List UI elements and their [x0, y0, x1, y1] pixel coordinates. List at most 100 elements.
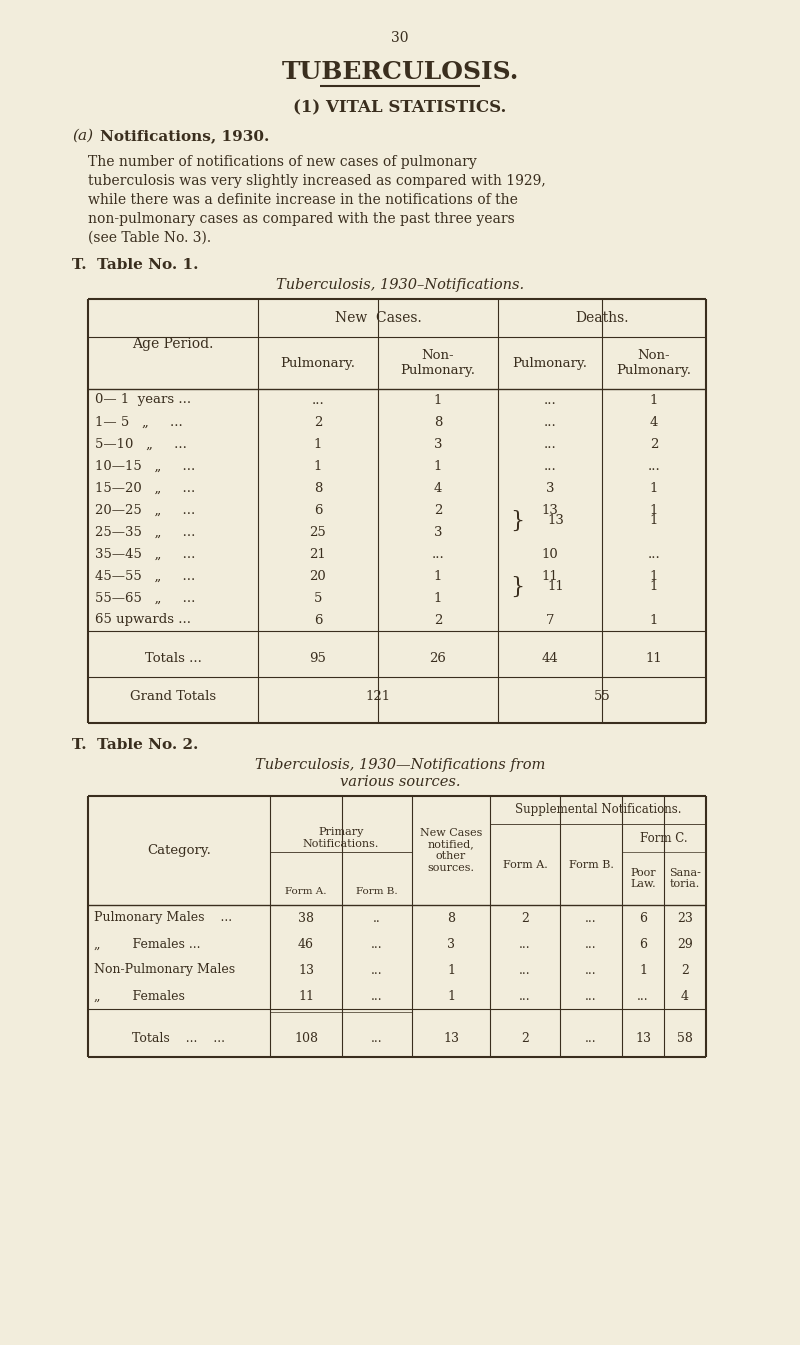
Text: T.  Table No. 1.: T. Table No. 1.: [72, 258, 198, 272]
Text: Grand Totals: Grand Totals: [130, 690, 216, 702]
Text: 8: 8: [314, 482, 322, 495]
Text: while there was a definite increase in the notifications of the: while there was a definite increase in t…: [88, 192, 518, 207]
Text: 3: 3: [434, 526, 442, 538]
Text: Tuberculosis, 1930–Notifications.: Tuberculosis, 1930–Notifications.: [276, 278, 524, 292]
Text: T.  Table No. 2.: T. Table No. 2.: [72, 738, 198, 752]
Text: 1: 1: [650, 569, 658, 582]
Text: 4: 4: [434, 482, 442, 495]
Text: 3: 3: [447, 937, 455, 951]
Text: 20—25   „     ...: 20—25 „ ...: [95, 503, 195, 516]
Text: 2: 2: [681, 963, 689, 976]
Text: 1: 1: [314, 437, 322, 451]
Text: ...: ...: [371, 990, 383, 1002]
Text: 10—15   „     ...: 10—15 „ ...: [95, 460, 195, 472]
Text: ...: ...: [544, 437, 556, 451]
Text: ...: ...: [585, 912, 597, 924]
Text: 1: 1: [650, 613, 658, 627]
Text: 6: 6: [314, 613, 322, 627]
Text: Form B.: Form B.: [569, 859, 614, 869]
Text: (1) VITAL STATISTICS.: (1) VITAL STATISTICS.: [294, 100, 506, 117]
Text: Form B.: Form B.: [356, 886, 398, 896]
Text: 3: 3: [546, 482, 554, 495]
Text: 1: 1: [434, 394, 442, 406]
Text: ...: ...: [585, 937, 597, 951]
Text: Totals ...: Totals ...: [145, 651, 202, 664]
Text: 13: 13: [542, 503, 558, 516]
Text: Poor
Law.: Poor Law.: [630, 868, 656, 889]
Text: (see Table No. 3).: (see Table No. 3).: [88, 231, 211, 245]
Text: ...: ...: [371, 963, 383, 976]
Text: 1: 1: [447, 963, 455, 976]
Text: 108: 108: [294, 1032, 318, 1045]
Text: 55: 55: [594, 690, 610, 702]
Text: 1: 1: [650, 394, 658, 406]
Text: 8: 8: [434, 416, 442, 429]
Text: New Cases
notified,
other
sources.: New Cases notified, other sources.: [420, 829, 482, 873]
Text: ...: ...: [637, 990, 649, 1002]
Text: 35—45   „     ...: 35—45 „ ...: [95, 547, 195, 561]
Text: ...: ...: [371, 1032, 383, 1045]
Text: 13: 13: [298, 963, 314, 976]
Text: 1: 1: [434, 592, 442, 604]
Text: ...: ...: [544, 416, 556, 429]
Text: Sana-
toria.: Sana- toria.: [669, 868, 701, 889]
Text: Pulmonary.: Pulmonary.: [281, 356, 355, 370]
Text: 65 upwards ...: 65 upwards ...: [95, 613, 191, 627]
Text: 2: 2: [650, 437, 658, 451]
Text: ...: ...: [519, 990, 531, 1002]
Text: 1: 1: [639, 963, 647, 976]
Text: 25: 25: [310, 526, 326, 538]
Text: 58: 58: [677, 1032, 693, 1045]
Text: Pulmonary Males    ...: Pulmonary Males ...: [94, 912, 232, 924]
Text: ...: ...: [585, 963, 597, 976]
Text: 6: 6: [639, 912, 647, 924]
Text: ...: ...: [544, 460, 556, 472]
Text: Totals    ...    ...: Totals ... ...: [133, 1032, 226, 1045]
Text: 1: 1: [650, 482, 658, 495]
Text: 13: 13: [547, 515, 565, 527]
Text: Non-
Pulmonary.: Non- Pulmonary.: [617, 348, 691, 377]
Text: 30: 30: [391, 31, 409, 44]
Text: ...: ...: [371, 937, 383, 951]
Text: ...: ...: [585, 990, 597, 1002]
Text: 2: 2: [521, 1032, 529, 1045]
Text: 15—20   „     ...: 15—20 „ ...: [95, 482, 195, 495]
Text: 2: 2: [314, 416, 322, 429]
Text: 0— 1  years ...: 0— 1 years ...: [95, 394, 191, 406]
Text: 11: 11: [548, 581, 564, 593]
Text: „        Females ...: „ Females ...: [94, 937, 201, 951]
Text: Form A.: Form A.: [502, 859, 547, 869]
Text: Form C.: Form C.: [640, 831, 688, 845]
Text: 26: 26: [430, 651, 446, 664]
Text: Primary
Notifications.: Primary Notifications.: [303, 827, 379, 849]
Text: 1: 1: [650, 503, 658, 516]
Text: Form A.: Form A.: [286, 886, 326, 896]
Text: 5: 5: [314, 592, 322, 604]
Text: 23: 23: [677, 912, 693, 924]
Text: ...: ...: [432, 547, 444, 561]
Text: Tuberculosis, 1930—Notifications from: Tuberculosis, 1930—Notifications from: [255, 759, 545, 772]
Text: 2: 2: [434, 503, 442, 516]
Text: 45—55   „     ...: 45—55 „ ...: [95, 569, 195, 582]
Text: ...: ...: [519, 963, 531, 976]
Text: 1: 1: [314, 460, 322, 472]
Text: ..: ..: [373, 912, 381, 924]
Text: Non-
Pulmonary.: Non- Pulmonary.: [401, 348, 475, 377]
Text: ...: ...: [648, 547, 660, 561]
Text: 1— 5   „     ...: 1— 5 „ ...: [95, 416, 182, 429]
Text: 1: 1: [447, 990, 455, 1002]
Text: ...: ...: [544, 394, 556, 406]
Text: „        Females: „ Females: [94, 990, 185, 1002]
Text: 11: 11: [542, 569, 558, 582]
Text: 21: 21: [310, 547, 326, 561]
Text: 4: 4: [681, 990, 689, 1002]
Text: Age Period.: Age Period.: [132, 338, 214, 351]
Text: 95: 95: [310, 651, 326, 664]
Text: 3: 3: [434, 437, 442, 451]
Text: 7: 7: [546, 613, 554, 627]
Text: Pulmonary.: Pulmonary.: [513, 356, 587, 370]
Text: 11: 11: [298, 990, 314, 1002]
Text: The number of notifications of new cases of pulmonary: The number of notifications of new cases…: [88, 155, 477, 169]
Text: 20: 20: [310, 569, 326, 582]
Text: 4: 4: [650, 416, 658, 429]
